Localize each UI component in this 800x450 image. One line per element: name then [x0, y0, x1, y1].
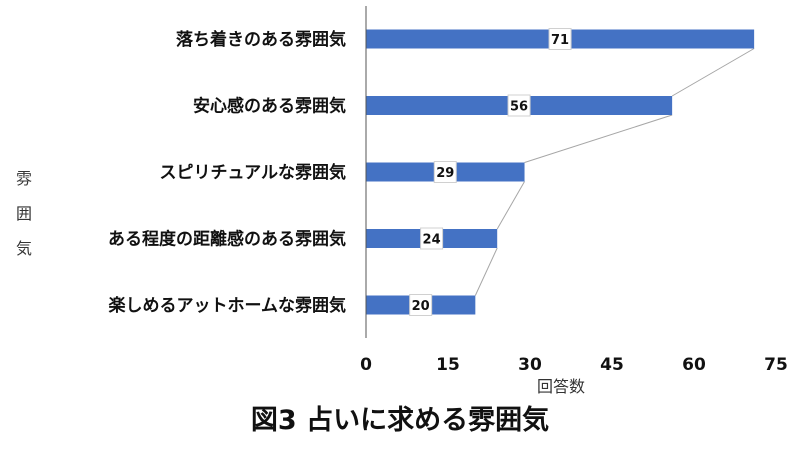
- data-labels-group: 71 56 29 24 20: [409, 28, 572, 316]
- data-label: 24: [423, 233, 441, 248]
- category-label: ある程度の距離感のある雰囲気: [108, 229, 346, 250]
- series-line: [671, 48, 755, 97]
- category-label: 安心感のある雰囲気: [193, 96, 346, 117]
- bars-group: [366, 29, 755, 315]
- data-label-box: [409, 294, 433, 316]
- category-labels-group: 落ち着きのある雰囲気安心感のある雰囲気スピリチュアルな雰囲気ある程度の距離感のあ…: [108, 29, 346, 316]
- data-label: 56: [510, 100, 528, 115]
- series-line: [496, 181, 525, 230]
- data-label-box: [420, 227, 444, 250]
- data-label: 71: [551, 33, 569, 48]
- y-axis-title: 雰囲気: [16, 169, 32, 258]
- x-tick-label: 15: [436, 355, 460, 375]
- x-tick-label: 30: [518, 355, 542, 375]
- x-tick-label: 0: [360, 355, 372, 375]
- category-label: 落ち着きのある雰囲気: [176, 29, 346, 50]
- data-label-box: [548, 28, 572, 50]
- x-tick-labels-group: 0 15 30 45 60 75: [360, 355, 788, 375]
- bar-chart: 71 56 29 24 20 落ち着きのある雰囲気安心感のある雰囲気スピリチュアルな雰囲…: [16, 6, 788, 396]
- y-axis-title-char: 囲: [16, 204, 32, 223]
- series-lines: [474, 48, 755, 296]
- y-axis-title-char: 気: [16, 239, 32, 258]
- y-axis-title-char: 雰: [16, 169, 32, 188]
- x-axis-title: 回答数: [537, 377, 585, 396]
- data-label-box: [507, 94, 531, 117]
- x-tick-label: 60: [682, 355, 706, 375]
- series-line: [474, 247, 498, 296]
- x-tick-label: 75: [764, 355, 788, 375]
- data-label-box: [433, 161, 457, 183]
- data-label: 29: [436, 166, 454, 181]
- category-label: スピリチュアルな雰囲気: [160, 162, 347, 183]
- series-line: [524, 114, 673, 163]
- x-tick-label: 45: [600, 355, 624, 375]
- chart-title: 図3 占いに求める雰囲気: [250, 405, 550, 436]
- category-label: 楽しめるアットホームな雰囲気: [109, 295, 347, 316]
- data-label: 20: [412, 299, 430, 314]
